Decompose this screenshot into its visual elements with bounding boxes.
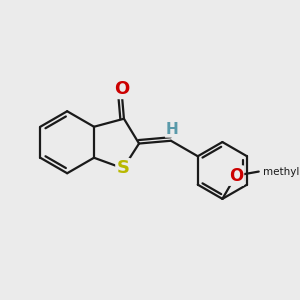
Text: O: O [229,167,243,184]
Text: O: O [114,80,129,98]
Text: S: S [117,159,130,177]
Text: H: H [166,122,178,137]
Text: methyl: methyl [263,167,299,177]
